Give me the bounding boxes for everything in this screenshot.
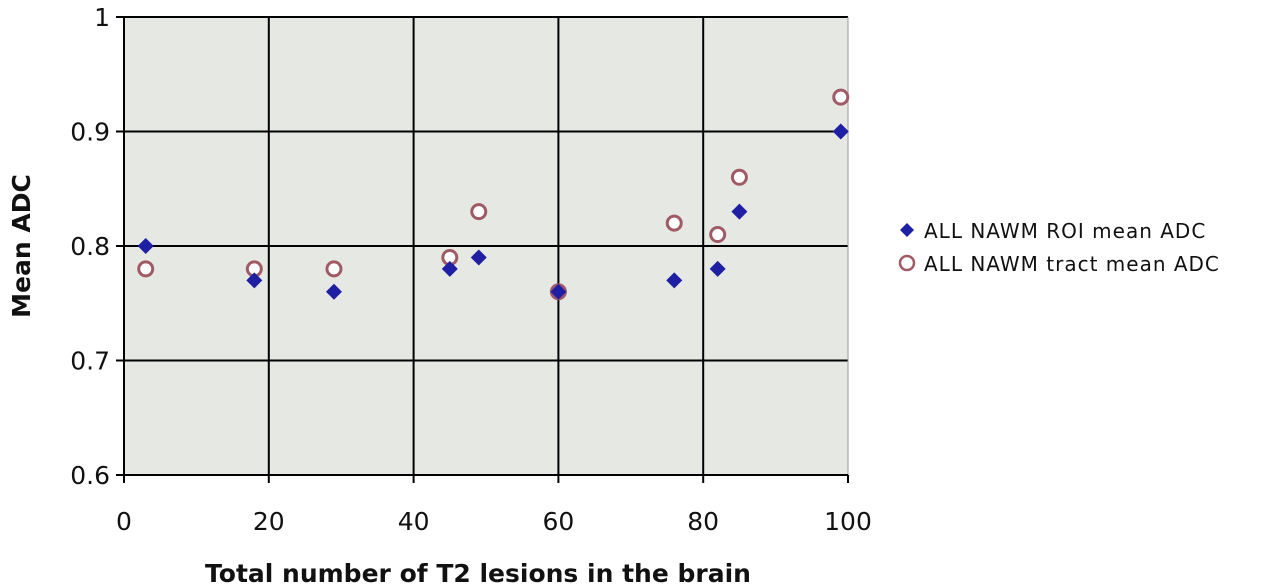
- roi-mean-adc-point: [832, 123, 849, 140]
- legend-diamond-marker: [900, 223, 914, 237]
- roi-mean-adc-point: [550, 283, 567, 300]
- tract-mean-adc-point: [665, 214, 683, 232]
- y-tick-label: 0.9: [70, 118, 110, 147]
- x-axis-title: Total number of T2 lesions in the brain: [205, 559, 751, 587]
- legend-label-tract: ALL NAWM tract mean ADC: [924, 252, 1220, 276]
- roi-mean-adc-point: [666, 272, 683, 289]
- roi-mean-adc-point: [731, 203, 748, 220]
- legend-label-roi: ALL NAWM ROI mean ADC: [924, 219, 1206, 243]
- y-tick-labels: 0.6 0.7 0.8 0.9 1: [70, 3, 110, 490]
- y-tick-label: 0.8: [70, 232, 110, 261]
- roi-mean-adc-point: [709, 260, 726, 277]
- x-tick-labels: 0 20 40 60 80 100: [116, 507, 872, 536]
- x-tick-label: 40: [398, 507, 430, 536]
- tract-mean-adc-point: [730, 168, 748, 186]
- y-axis-title: Mean ADC: [7, 174, 36, 318]
- y-tick-label: 0.7: [70, 347, 110, 376]
- roi-mean-adc-point: [441, 260, 458, 277]
- tract-mean-adc-point: [709, 226, 727, 244]
- x-tick-label: 100: [824, 507, 872, 536]
- tract-mean-adc-point: [325, 260, 343, 278]
- y-tick-label: 1: [94, 3, 110, 32]
- roi-mean-adc-point: [246, 272, 263, 289]
- legend: ALL NAWM ROI mean ADC ALL NAWM tract mea…: [898, 219, 1220, 276]
- roi-mean-adc-point: [470, 249, 487, 266]
- tract-mean-adc-point: [470, 203, 488, 221]
- data-points: [137, 88, 850, 301]
- tract-mean-adc-point: [832, 88, 850, 106]
- legend-circle-marker: [898, 254, 916, 272]
- x-tick-label: 0: [116, 507, 132, 536]
- x-tick-label: 60: [542, 507, 574, 536]
- tract-mean-adc-point: [137, 260, 155, 278]
- x-tick-label: 80: [687, 507, 719, 536]
- roi-mean-adc-point: [137, 238, 154, 254]
- y-tick-label: 0.6: [70, 461, 110, 490]
- x-tick-label: 20: [253, 507, 285, 536]
- roi-mean-adc-point: [325, 283, 342, 300]
